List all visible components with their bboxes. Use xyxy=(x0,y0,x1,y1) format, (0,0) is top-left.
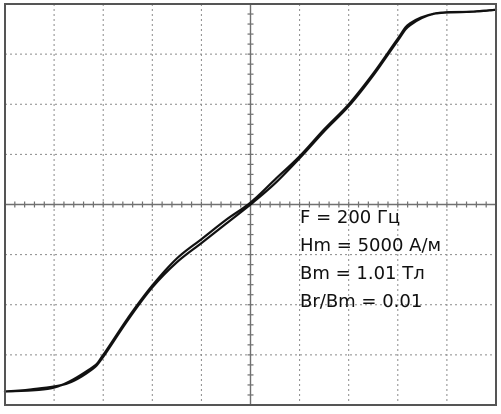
loop-branch-1 xyxy=(3,8,498,393)
loop-branch-2 xyxy=(3,8,498,393)
plot-frame xyxy=(4,3,497,406)
annotation-bm: Bm = 1.01 Тл xyxy=(300,263,425,284)
annotation-block: F = 200 Гц Hm = 5000 А/м Bm = 1.01 Тл Br… xyxy=(300,207,441,312)
annotation-hm: Hm = 5000 А/м xyxy=(300,235,441,256)
annotation-br-bm: Br/Bm = 0.01 xyxy=(300,291,422,312)
annotation-frequency: F = 200 Гц xyxy=(300,207,400,228)
hysteresis-loop xyxy=(3,8,498,393)
